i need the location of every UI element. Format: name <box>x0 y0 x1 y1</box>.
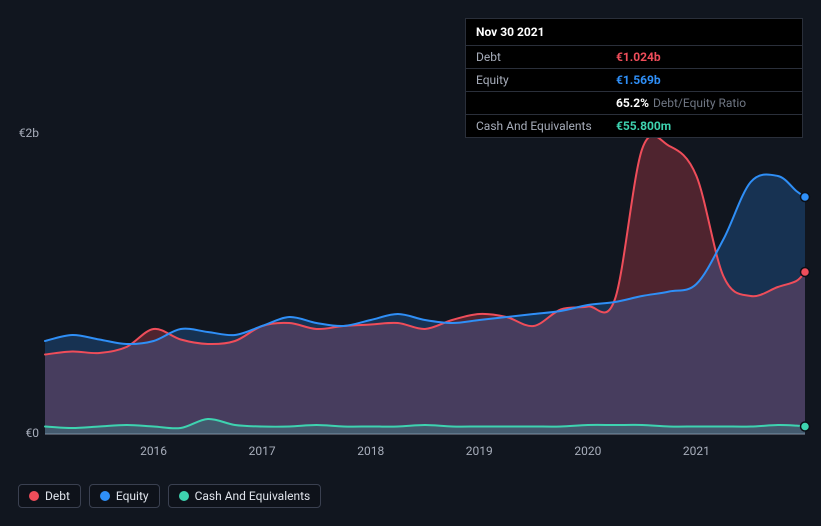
chart-container: €0 €2b 2016 2017 2018 2019 2020 2021 Nov 30 202… <box>0 0 821 526</box>
tooltip-row: 65.2% Debt/Equity Ratio <box>466 92 802 115</box>
legend-dot-icon <box>29 491 39 501</box>
x-axis-label: 2017 <box>249 444 276 458</box>
tooltip-row-value: €55.800m <box>616 119 671 133</box>
tooltip-row-suffix: Debt/Equity Ratio <box>653 96 746 110</box>
tooltip-row-label <box>476 96 616 110</box>
x-axis-label: 2018 <box>357 444 384 458</box>
x-axis-label: 2021 <box>683 444 710 458</box>
tooltip-row-label: Debt <box>476 50 616 64</box>
legend-item[interactable]: Debt <box>18 484 81 508</box>
tooltip-row-value: 65.2% <box>616 96 649 110</box>
y-axis-label: €0 <box>0 426 39 440</box>
tooltip-date: Nov 30 2021 <box>466 19 802 46</box>
legend-item[interactable]: Equity <box>89 484 160 508</box>
legend-dot-icon <box>100 491 110 501</box>
legend-label: Cash And Equivalents <box>195 489 311 503</box>
legend: Debt Equity Cash And Equivalents <box>18 484 321 508</box>
tooltip-row-label: Cash And Equivalents <box>476 119 616 133</box>
tooltip-rows: Debt€1.024bEquity€1.569b65.2%Debt/Equity… <box>466 46 802 137</box>
x-axis-label: 2016 <box>140 444 167 458</box>
tooltip-row: Cash And Equivalents€55.800m <box>466 115 802 137</box>
tooltip-row-label: Equity <box>476 73 616 87</box>
tooltip-row: Debt€1.024b <box>466 46 802 69</box>
hover-tooltip: Nov 30 2021 Debt€1.024bEquity€1.569b65.2… <box>465 18 803 138</box>
tooltip-row-value: €1.024b <box>616 50 661 64</box>
legend-dot-icon <box>179 491 189 501</box>
x-axis-label: 2020 <box>574 444 601 458</box>
tooltip-row-value: €1.569b <box>616 73 661 87</box>
legend-label: Equity <box>116 489 149 503</box>
y-axis-label: €2b <box>0 126 39 140</box>
tooltip-row: Equity€1.569b <box>466 69 802 92</box>
legend-label: Debt <box>45 489 70 503</box>
x-axis-label: 2019 <box>466 444 493 458</box>
legend-item[interactable]: Cash And Equivalents <box>168 484 322 508</box>
